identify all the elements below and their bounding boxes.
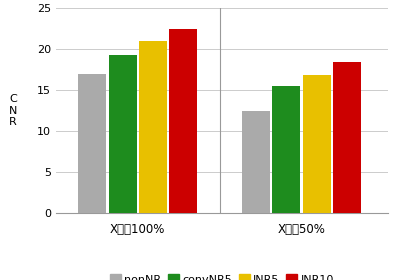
Bar: [139, 41, 167, 213]
Bar: [242, 111, 270, 213]
Legend: nonNR, convNR5, INR5, INR10: nonNR, convNR5, INR5, INR10: [105, 270, 339, 280]
Bar: [109, 55, 137, 213]
Y-axis label: C
N
R: C N R: [9, 94, 17, 127]
Bar: [272, 86, 300, 213]
Bar: [78, 74, 106, 213]
Bar: [169, 29, 198, 213]
Bar: [303, 75, 331, 213]
Bar: [333, 62, 361, 213]
